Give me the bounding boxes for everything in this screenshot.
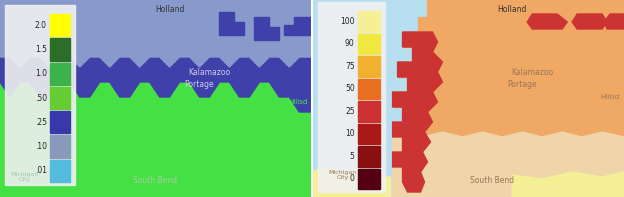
Bar: [358, 101, 379, 122]
Bar: [358, 33, 379, 54]
Text: Portage: Portage: [507, 80, 537, 88]
Text: Holland: Holland: [497, 5, 527, 14]
Bar: [50, 38, 70, 60]
Text: Michigan
City: Michigan City: [329, 170, 357, 180]
Text: 100: 100: [340, 17, 354, 26]
Polygon shape: [392, 0, 624, 197]
Polygon shape: [527, 14, 567, 29]
Text: Kalamazoo: Kalamazoo: [188, 68, 230, 76]
Bar: [5, 5, 75, 185]
Polygon shape: [604, 14, 624, 29]
Text: .01: .01: [35, 166, 47, 175]
Bar: [50, 87, 70, 109]
Text: Kalamazoo: Kalamazoo: [511, 68, 553, 76]
Polygon shape: [512, 172, 624, 197]
Polygon shape: [0, 0, 311, 67]
Bar: [358, 146, 379, 166]
Text: 10: 10: [345, 129, 354, 138]
Text: Portage: Portage: [185, 80, 214, 88]
Text: 75: 75: [345, 62, 354, 71]
Polygon shape: [572, 14, 607, 29]
Text: Hillsd: Hillsd: [601, 94, 620, 100]
Polygon shape: [392, 32, 442, 192]
Text: .25: .25: [35, 118, 47, 127]
Text: 0: 0: [350, 174, 354, 183]
Text: .10: .10: [35, 142, 47, 151]
Text: Hillsd: Hillsd: [288, 99, 307, 105]
Text: Holland: Holland: [155, 5, 184, 14]
Text: 5: 5: [350, 152, 354, 161]
Text: 1.0: 1.0: [35, 69, 47, 78]
Text: South Bend: South Bend: [132, 176, 177, 185]
Bar: [358, 78, 379, 99]
Polygon shape: [0, 82, 311, 197]
Text: 25: 25: [345, 107, 354, 116]
Text: South Bend: South Bend: [470, 176, 514, 185]
Text: 90: 90: [345, 39, 354, 48]
Polygon shape: [392, 132, 624, 197]
Text: .50: .50: [35, 94, 47, 102]
Polygon shape: [0, 57, 311, 112]
Bar: [50, 63, 70, 85]
Bar: [50, 160, 70, 182]
Bar: [358, 11, 379, 32]
Polygon shape: [220, 12, 245, 35]
Bar: [358, 168, 379, 189]
Text: 2.0: 2.0: [35, 21, 47, 30]
Bar: [50, 111, 70, 133]
Bar: [318, 2, 384, 192]
Bar: [358, 56, 379, 76]
Polygon shape: [255, 17, 280, 40]
Text: Michigan
City: Michigan City: [11, 172, 39, 182]
Text: 1.5: 1.5: [35, 45, 47, 54]
Bar: [358, 124, 379, 144]
Text: 50: 50: [345, 84, 354, 93]
Polygon shape: [285, 17, 311, 35]
Polygon shape: [313, 167, 391, 197]
Bar: [50, 14, 70, 36]
Bar: [50, 135, 70, 158]
